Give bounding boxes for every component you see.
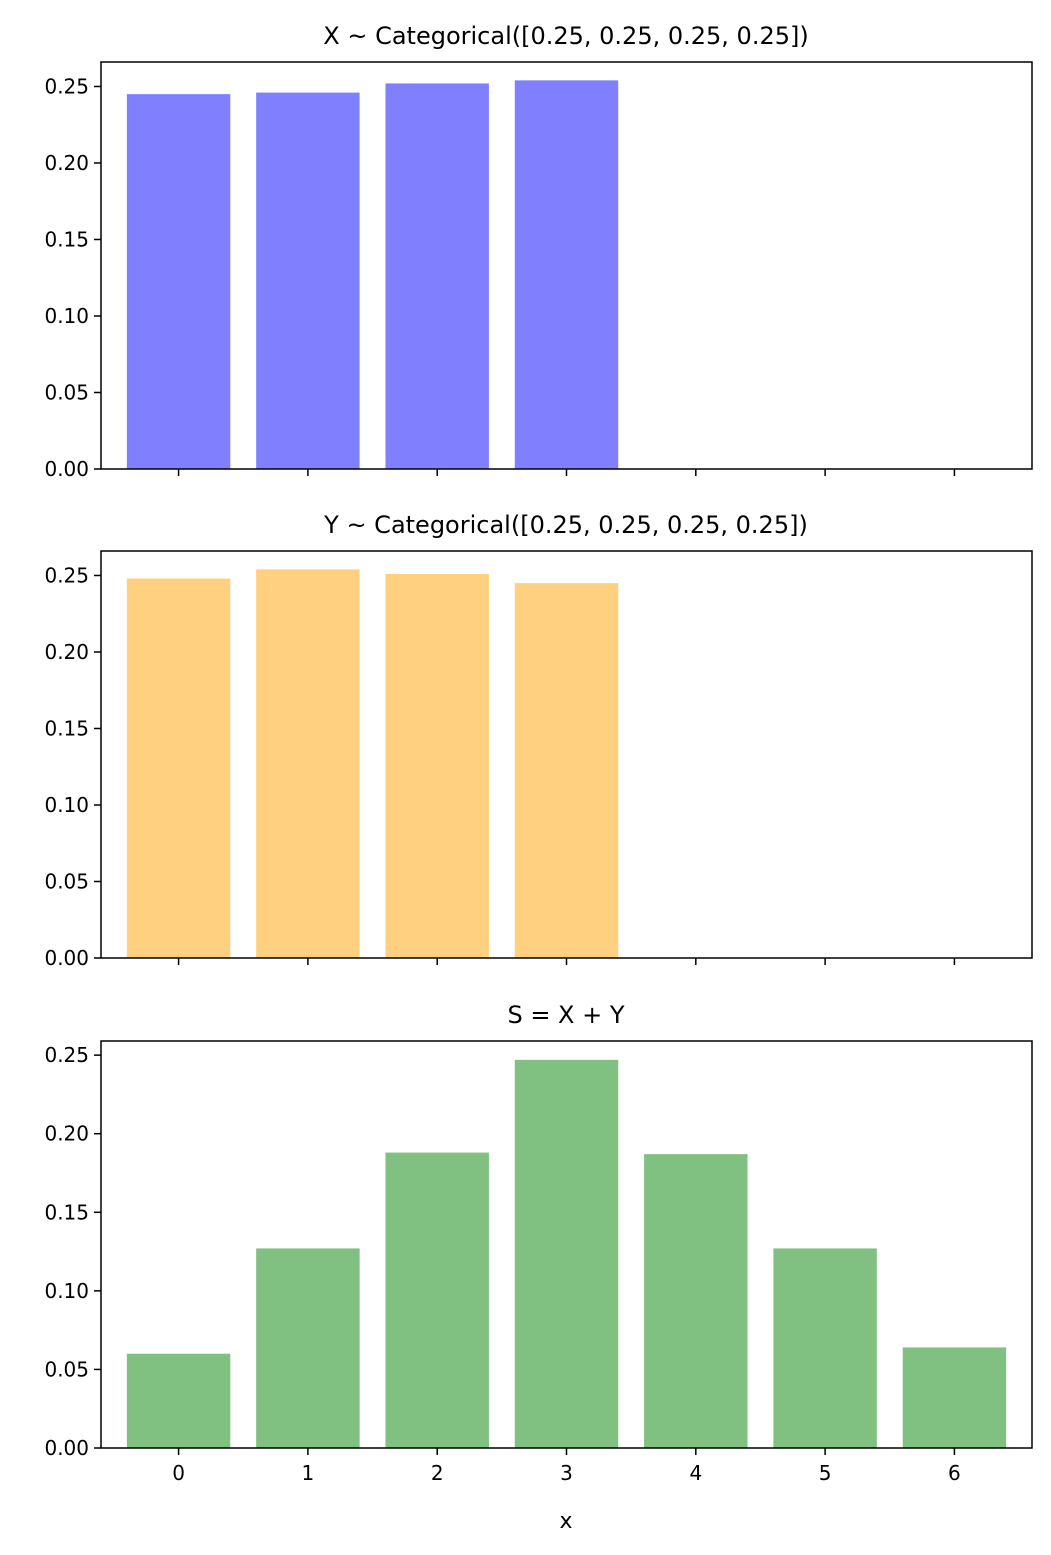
x-tick-label: 2 (431, 1461, 444, 1485)
y-tick-label: 0.05 (44, 1357, 89, 1381)
bar-0 (126, 94, 231, 469)
bar-3 (514, 1059, 619, 1448)
y-tick-label: 0.15 (44, 1200, 89, 1224)
y-tick-label: 0.15 (44, 227, 89, 251)
y-tick-label: 0.10 (44, 1279, 89, 1303)
y-tick-label: 0.00 (44, 1436, 89, 1460)
bar-2 (385, 573, 489, 958)
x-axis-label: x (559, 1509, 572, 1534)
panel-sum-distribution: S = X + Y 0.00 0.05 0.10 0.15 0.20 0.25 0 1 2 3 4… (44, 1001, 1033, 1534)
bars (126, 80, 619, 469)
x-tick-label: 5 (819, 1461, 832, 1485)
panel-x-distribution: X ~ Categorical([0.25, 0.25, 0.25, 0.25]… (44, 22, 1033, 481)
bar-5 (773, 1248, 877, 1448)
y-tick-label: 0.25 (44, 563, 89, 587)
chart-title: Y ~ Categorical([0.25, 0.25, 0.25, 0.25]… (323, 511, 808, 539)
x-tick-label: 6 (948, 1461, 961, 1485)
y-tick-label: 0.10 (44, 304, 89, 328)
y-tick-label: 0.10 (44, 793, 89, 817)
bar-4 (644, 1154, 748, 1448)
y-tick-label: 0.00 (44, 946, 89, 970)
chart-title: X ~ Categorical([0.25, 0.25, 0.25, 0.25]… (323, 22, 808, 50)
y-tick-label: 0.20 (44, 151, 89, 175)
y-tick-label: 0.05 (44, 869, 89, 893)
bar-1 (256, 92, 360, 469)
x-tick-label: 3 (560, 1461, 573, 1485)
y-tick-label: 0.05 (44, 380, 89, 404)
x-tick-label: 1 (302, 1461, 315, 1485)
y-axis: 0.00 0.05 0.10 0.15 0.20 0.25 (44, 74, 101, 481)
y-tick-label: 0.25 (44, 74, 89, 98)
y-tick-label: 0.00 (44, 457, 89, 481)
panel-y-distribution: Y ~ Categorical([0.25, 0.25, 0.25, 0.25]… (44, 511, 1033, 970)
x-tick-label: 0 (172, 1461, 185, 1485)
x-axis (177, 469, 956, 476)
bar-2 (385, 1152, 489, 1448)
x-tick-label: 4 (689, 1461, 702, 1485)
bar-0 (126, 578, 231, 958)
bar-3 (514, 80, 619, 469)
y-tick-label: 0.20 (44, 640, 89, 664)
axes-frame (100, 61, 1033, 470)
bar-3 (514, 583, 619, 958)
axes-frame (100, 550, 1033, 959)
y-tick-label: 0.25 (44, 1043, 89, 1067)
chart-title: S = X + Y (507, 1001, 624, 1029)
x-axis: 0 1 2 3 4 5 6 (172, 1448, 961, 1485)
bars (126, 1059, 1007, 1448)
y-axis: 0.00 0.05 0.10 0.15 0.20 0.25 (44, 1043, 101, 1460)
x-axis (177, 958, 956, 965)
bar-1 (256, 1248, 360, 1448)
axes-frame (100, 1040, 1033, 1449)
bars (126, 569, 619, 958)
y-tick-label: 0.15 (44, 716, 89, 740)
y-axis: 0.00 0.05 0.10 0.15 0.20 0.25 (44, 563, 101, 970)
bar-6 (902, 1347, 1007, 1448)
bar-0 (126, 1353, 231, 1448)
bar-1 (256, 569, 360, 958)
y-tick-label: 0.20 (44, 1122, 89, 1146)
bar-2 (385, 83, 489, 469)
